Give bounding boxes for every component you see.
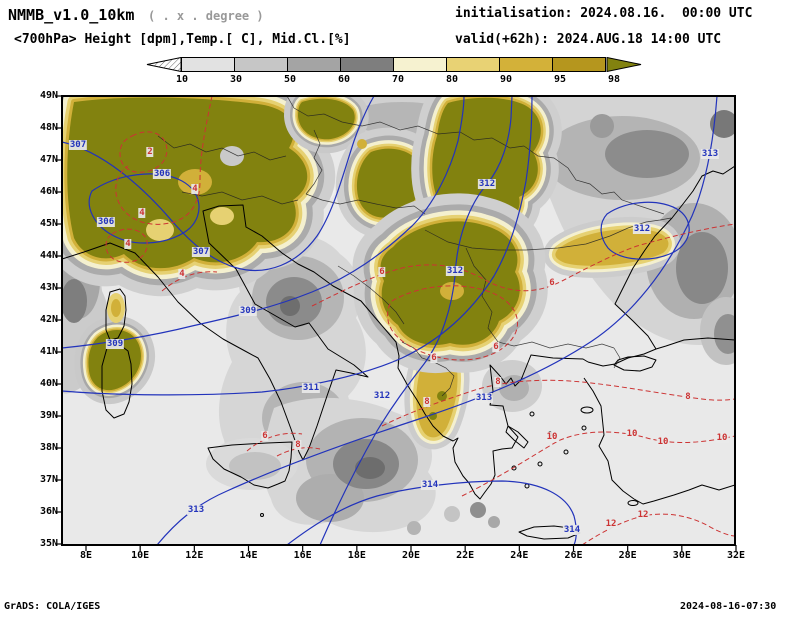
lon-axis-label: 14E [239,550,258,561]
creation-timestamp: 2024-08-16-07:30 [680,601,777,612]
colorbar-tick-label: 80 [445,74,459,85]
lat-axis-label: 37N [39,474,58,485]
lat-axis-label: 40N [39,378,58,389]
lon-axis-label: 20E [401,550,421,561]
colorbar-tick-label: 10 [175,74,189,85]
lon-axis-label: 24E [510,550,529,561]
colorbar-segments [181,57,606,72]
map-plot-area: 307 306 306 307 309 309 311 312 312 312 312 313 313 3… [56,95,737,551]
lat-axis-label: 41N [39,346,58,357]
model-name: NMMB_v1.0_10km [8,6,135,24]
colorbar-segment [234,57,288,72]
grads-credit: GrADS: COLA/IGES [4,601,101,612]
colorbar-segment [446,57,500,72]
lon-axis-label: 12E [185,550,204,561]
lat-axis-label: 46N [39,186,58,197]
colorbar-left-arrow-icon [146,57,182,72]
grid-resolution: ( . x . degree ) [148,9,264,23]
lat-axis-label: 49N [39,90,58,101]
lon-axis-label: 30E [672,550,691,561]
lon-axis-label: 26E [564,550,583,561]
lon-axis-label: 28E [618,550,637,561]
lon-axis-label: 18E [347,550,366,561]
lat-axis-label: 48N [39,122,58,133]
colorbar-segment [552,57,606,72]
lat-axis-label: 47N [39,154,58,165]
lat-axis-label: 38N [39,442,58,453]
colorbar-segment [393,57,447,72]
country-borders [157,96,672,397]
lat-axis-label: 39N [39,410,58,421]
lat-axis-label: 44N [39,250,58,261]
colorbar-segment [340,57,394,72]
colorbar-tick-label: 90 [499,74,513,85]
lon-axis-label: 22E [456,550,475,561]
lon-axis-label: 16E [293,550,312,561]
colorbar-tick-label: 70 [391,74,405,85]
lat-axis-label: 45N [39,218,58,229]
lat-axis-label: 36N [39,506,58,517]
lon-axis-label: 8E [79,550,93,561]
cloud-shading [62,96,735,535]
map-frame [61,95,736,546]
cloud-cover-colorbar: 10 30 50 60 70 80 90 95 98 [146,57,650,87]
colorbar-right-arrow-icon [606,57,642,72]
map-plot [56,95,737,551]
colorbar-tick-label: 30 [229,74,243,85]
colorbar-segment [499,57,553,72]
colorbar-bar [146,57,650,72]
colorbar-segment [181,57,235,72]
colorbar-tick-label: 60 [337,74,351,85]
colorbar-tick-label: 95 [553,74,567,85]
colorbar-segment [287,57,341,72]
field-description: <700hPa> Height [dpm],Temp.[ C], Mid.Cl.… [14,32,351,47]
lon-axis-label: 10E [131,550,150,561]
lat-axis-label: 42N [39,314,58,325]
lat-axis-label: 35N [39,538,58,549]
colorbar-tick-label: 50 [283,74,297,85]
lat-axis-label: 43N [39,282,58,293]
initialisation-time: initialisation: 2024.08.16. 00:00 UTC [455,6,753,21]
colorbar-tick-label: 98 [607,74,621,85]
valid-time: valid(+62h): 2024.AUG.18 14:00 UTC [455,32,722,47]
lon-axis-label: 32E [726,550,746,561]
